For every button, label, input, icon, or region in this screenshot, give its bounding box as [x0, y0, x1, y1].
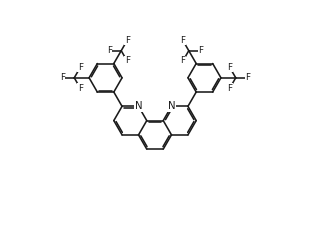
- Text: F: F: [227, 63, 232, 72]
- Text: F: F: [125, 36, 130, 45]
- Text: F: F: [180, 36, 185, 45]
- Text: F: F: [180, 56, 185, 65]
- Text: F: F: [107, 46, 112, 55]
- Text: F: F: [60, 73, 65, 82]
- Text: F: F: [125, 56, 130, 65]
- Text: F: F: [245, 73, 250, 82]
- Text: F: F: [78, 83, 83, 92]
- Text: N: N: [168, 101, 175, 111]
- Text: N: N: [135, 101, 142, 111]
- Text: F: F: [198, 46, 203, 55]
- Text: F: F: [78, 63, 83, 72]
- Text: F: F: [227, 83, 232, 92]
